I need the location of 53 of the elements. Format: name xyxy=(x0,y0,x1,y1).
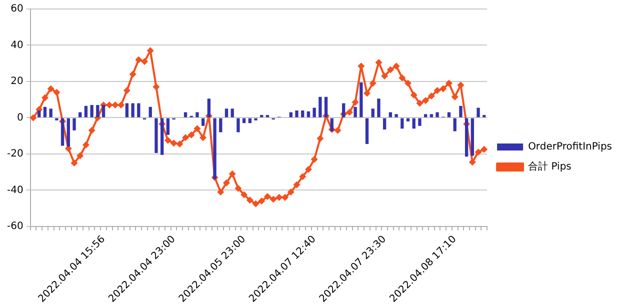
bar xyxy=(400,118,404,129)
bar xyxy=(371,108,374,118)
y-tick-label: -40 xyxy=(6,184,24,196)
bar xyxy=(72,118,76,130)
bar xyxy=(49,108,52,118)
y-tick-label: -20 xyxy=(6,148,24,160)
legend-label: 合計 Pips xyxy=(528,160,572,173)
bar xyxy=(459,106,462,118)
bar xyxy=(148,106,152,118)
bar xyxy=(207,98,211,118)
bar xyxy=(436,112,439,118)
bar xyxy=(224,108,228,118)
bar xyxy=(377,98,380,118)
bar xyxy=(312,108,316,118)
bar xyxy=(236,118,240,132)
bar xyxy=(84,106,88,118)
bar xyxy=(424,114,428,118)
bar xyxy=(90,105,94,118)
bar xyxy=(418,118,422,126)
y-tick-label: 60 xyxy=(10,4,24,15)
bar xyxy=(365,118,369,144)
bar xyxy=(201,118,205,126)
bar xyxy=(43,106,47,118)
bar xyxy=(360,82,363,118)
bar xyxy=(230,108,234,118)
bar xyxy=(131,103,134,118)
bar xyxy=(430,114,434,118)
legend-label: OrderProfitInPips xyxy=(528,142,612,153)
bar xyxy=(166,118,170,135)
bar xyxy=(318,96,322,118)
bar xyxy=(301,110,304,118)
y-tick-label: 40 xyxy=(10,40,24,51)
bar xyxy=(383,118,386,130)
y-tick-label: 0 xyxy=(16,112,24,124)
bar xyxy=(196,112,199,118)
bar xyxy=(470,118,474,156)
bar xyxy=(406,118,410,122)
bar xyxy=(60,118,64,146)
y-tick-label: -60 xyxy=(6,220,24,232)
bar xyxy=(219,118,222,132)
bar xyxy=(242,118,246,124)
bar xyxy=(137,103,140,118)
bar xyxy=(154,118,158,154)
bar xyxy=(295,110,298,118)
bar xyxy=(476,108,480,118)
bar xyxy=(394,114,398,118)
bar xyxy=(125,103,129,118)
bar xyxy=(453,118,456,132)
bar xyxy=(412,118,416,129)
bar xyxy=(330,118,334,132)
bar xyxy=(464,118,468,157)
bar xyxy=(248,118,252,124)
y-tick-label: 20 xyxy=(10,76,24,88)
